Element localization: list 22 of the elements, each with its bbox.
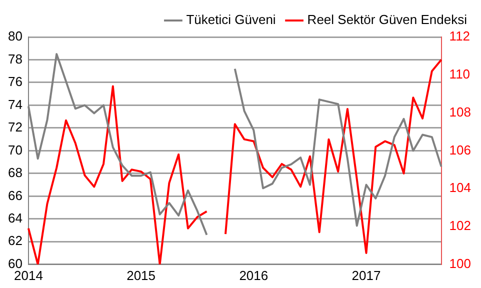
y-tick-label: 62 [8, 233, 22, 248]
x-tick-label: 2016 [239, 268, 268, 283]
y2-tick-label: 110 [449, 66, 470, 82]
x-tick-label: 2015 [126, 268, 156, 283]
y2-tick-label: 102 [449, 218, 472, 234]
y2-tick-label: 112 [449, 28, 470, 44]
y2-tick-label: 104 [449, 180, 472, 196]
y2-tick-label: 100 [449, 256, 472, 271]
legend-label: Tüketici Güveni [186, 12, 276, 28]
y2-tick-label: 106 [449, 142, 472, 158]
y-tick-label: 68 [8, 165, 22, 180]
y-tick-label: 66 [8, 188, 22, 203]
y-tick-label: 74 [8, 96, 22, 112]
legend-label: Reel Sektör Güven Endeksi [307, 12, 468, 28]
y-tick-label: 76 [8, 74, 22, 90]
y-tick-label: 80 [8, 28, 22, 44]
y-tick-label: 70 [8, 142, 22, 158]
y2-tick-label: 108 [449, 104, 472, 120]
x-tick-label: 2017 [352, 268, 381, 283]
y-tick-label: 78 [8, 51, 22, 66]
y-tick-label: 64 [8, 210, 22, 226]
y-tick-label: 72 [8, 120, 22, 135]
